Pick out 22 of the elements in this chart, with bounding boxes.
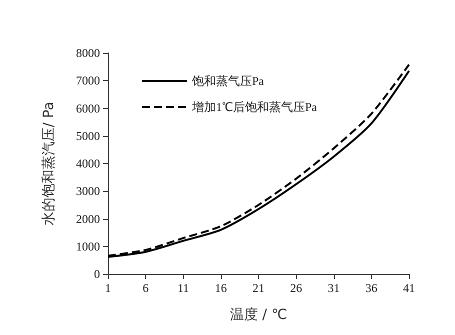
legend-label: 饱和蒸气压Pa xyxy=(191,74,265,88)
y-tick-label: 2000 xyxy=(76,212,100,226)
y-tick-label: 0 xyxy=(94,267,100,281)
legend-label: 增加1℃后饱和蒸气压Pa xyxy=(191,100,318,114)
x-tick-label: 36 xyxy=(365,281,378,295)
x-tick-label: 6 xyxy=(142,281,149,295)
y-tick-label: 8000 xyxy=(76,46,100,60)
x-axis-title: 温度 / ℃ xyxy=(230,307,288,323)
x-tick-label: 41 xyxy=(403,281,415,295)
x-tick-label: 1 xyxy=(105,281,111,295)
y-tick-label: 7000 xyxy=(76,74,100,88)
y-tick-label: 1000 xyxy=(76,239,100,254)
x-tick-label: 26 xyxy=(290,281,302,295)
x-tick-label: 16 xyxy=(214,281,227,295)
x-tick-label: 11 xyxy=(177,281,190,295)
y-axis-title: 水的饱和蒸汽压/ Pa xyxy=(41,102,57,226)
y-tick-label: 5000 xyxy=(76,128,100,143)
y-tick-label: 6000 xyxy=(76,101,100,116)
y-tick-label: 4000 xyxy=(76,156,100,170)
y-tick-label: 3000 xyxy=(76,184,100,198)
x-tick-label: 21 xyxy=(252,281,264,295)
x-tick-label: 31 xyxy=(328,281,340,295)
